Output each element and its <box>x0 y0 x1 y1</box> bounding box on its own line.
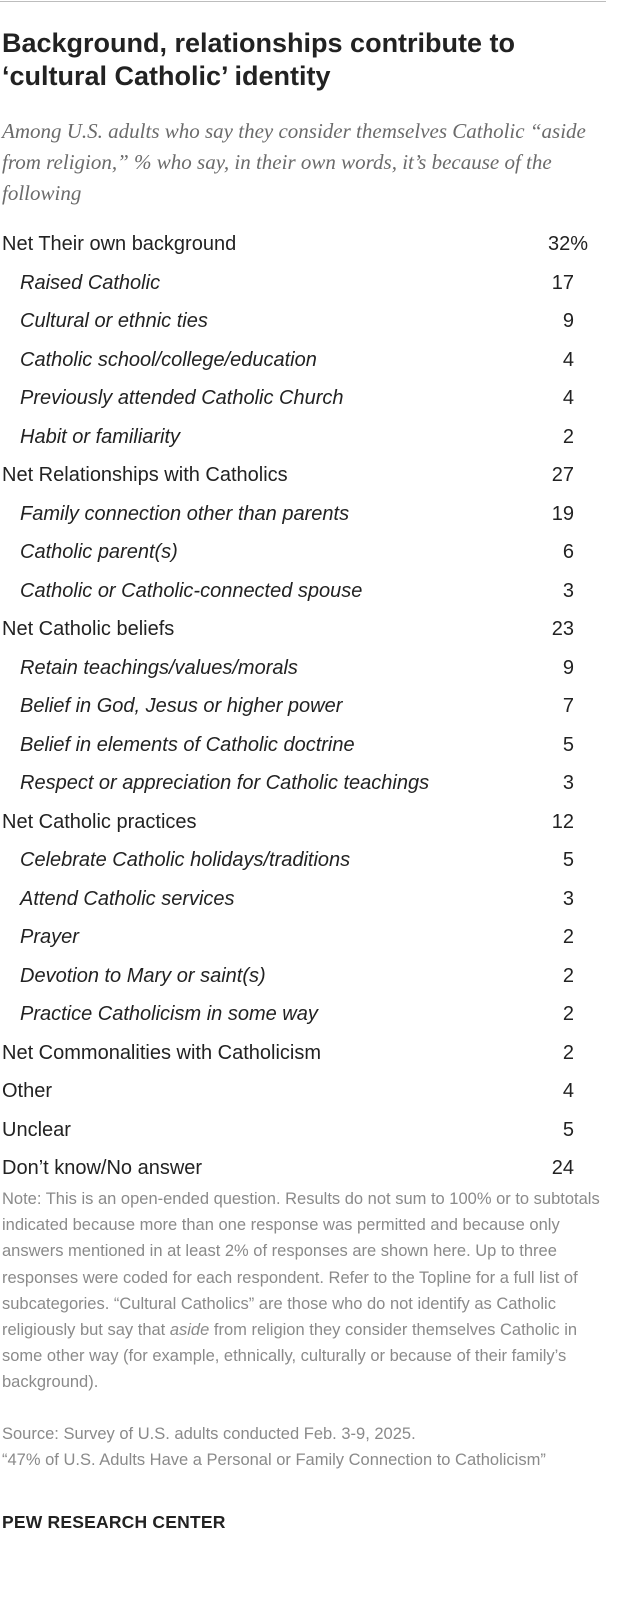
table-row: Net Catholic beliefs 23 <box>0 615 620 654</box>
row-label: Don’t know/No answer <box>2 1157 203 1179</box>
table-row: Unclear 5 <box>0 1116 620 1155</box>
table-subrow: Habit or familiarity 2 <box>0 423 620 462</box>
row-value: 4 <box>562 348 574 371</box>
row-label: Previously attended Catholic Church <box>20 387 344 409</box>
row-label: Celebrate Catholic holidays/traditions <box>20 849 351 871</box>
note-text-part2: from religion they consider themselves C… <box>2 1321 578 1392</box>
row-value: 9 <box>562 310 574 332</box>
row-value: 9 <box>562 656 574 679</box>
table-subrow: Belief in God, Jesus or higher power 7 <box>0 692 620 731</box>
table-subrow: Catholic parent(s) 6 <box>0 538 620 577</box>
row-value: 5 <box>562 849 574 871</box>
top-rule <box>0 1 606 2</box>
row-label: Retain teachings/values/morals <box>20 656 298 679</box>
row-label: Catholic school/college/education <box>20 348 317 371</box>
row-value: 6 <box>562 541 574 563</box>
row-label: Net Their own background <box>2 233 237 255</box>
row-label: Family connection other than parents <box>20 502 350 525</box>
table-subrow: Retain teachings/values/morals 9 <box>0 654 620 693</box>
row-label: Habit or familiarity <box>20 425 181 448</box>
row-value: 3 <box>562 579 574 602</box>
table-subrow: Raised Catholic 17 <box>0 269 620 308</box>
table-subrow: Devotion to Mary or saint(s) 2 <box>0 962 620 1001</box>
row-value: 3 <box>562 887 574 910</box>
row-value: 4 <box>562 1080 574 1102</box>
chart-note: Note: This is an open-ended question. Re… <box>2 1186 608 1396</box>
row-label: Devotion to Mary or saint(s) <box>20 964 266 987</box>
table-row: Net Their own background 32% <box>0 230 620 269</box>
table-subrow: Belief in elements of Catholic doctrine 5 <box>0 731 620 770</box>
row-value: 24 <box>551 1157 574 1179</box>
table-subrow: Cultural or ethnic ties 9 <box>0 307 620 346</box>
row-value: 5 <box>562 733 574 756</box>
row-label: Prayer <box>20 926 79 948</box>
table-subrow: Prayer 2 <box>0 923 620 962</box>
row-label: Belief in God, Jesus or higher power <box>20 695 343 717</box>
row-value: 7 <box>562 695 574 717</box>
row-value: 2 <box>562 1003 574 1025</box>
row-value: 2 <box>562 964 574 987</box>
row-label: Net Catholic beliefs <box>2 618 175 640</box>
pew-research-center-logo-text: PEW RESEARCH CENTER <box>2 1512 226 1532</box>
table-subrow: Family connection other than parents 19 <box>0 500 620 539</box>
table-row: Net Commonalities with Catholicism 2 <box>0 1039 620 1078</box>
row-value: 19 <box>551 502 574 525</box>
row-label: Catholic parent(s) <box>20 541 178 563</box>
table-row: Other 4 <box>0 1077 620 1116</box>
table-subrow: Practice Catholicism in some way 2 <box>0 1000 620 1039</box>
table-subrow: Attend Catholic services 3 <box>0 885 620 924</box>
table-subrow: Catholic or Catholic-connected spouse 3 <box>0 577 620 616</box>
row-value: 2 <box>562 926 574 948</box>
table-subrow: Respect or appreciation for Catholic tea… <box>0 769 620 808</box>
row-label: Attend Catholic services <box>20 887 235 910</box>
row-label: Practice Catholicism in some way <box>20 1003 318 1025</box>
row-label: Net Relationships with Catholics <box>2 464 288 486</box>
row-value: 32% <box>547 233 588 255</box>
row-value: 2 <box>562 425 574 448</box>
row-label: Raised Catholic <box>20 271 161 294</box>
table-row: Net Relationships with Catholics 27 <box>0 461 620 500</box>
row-value: 12 <box>551 810 574 833</box>
row-value: 27 <box>551 464 574 486</box>
table-subrow: Previously attended Catholic Church 4 <box>0 384 620 423</box>
note-text-part1: Note: This is an open-ended question. Re… <box>2 1190 600 1340</box>
chart-source: Source: Survey of U.S. adults conducted … <box>2 1421 608 1473</box>
chart-title: Background, relationships contribute to … <box>2 28 516 91</box>
note-emphasis: aside <box>169 1321 210 1340</box>
data-table: Net Their own background 32% Raised Cathol… <box>0 230 620 1193</box>
row-value: 3 <box>562 772 574 794</box>
table-row: Net Catholic practices 12 <box>0 808 620 847</box>
row-label: Respect or appreciation for Catholic tea… <box>20 772 430 794</box>
table-subrow: Catholic school/college/education 4 <box>0 346 620 385</box>
row-label: Other <box>2 1080 53 1102</box>
source-line-1: Source: Survey of U.S. adults conducted … <box>2 1425 416 1443</box>
source-line-2: “47% of U.S. Adults Have a Personal or F… <box>2 1451 546 1470</box>
row-label: Net Commonalities with Catholicism <box>2 1041 321 1064</box>
row-value: 17 <box>551 271 574 294</box>
row-label: Catholic or Catholic-connected spouse <box>20 579 363 602</box>
row-label: Net Catholic practices <box>2 810 197 833</box>
table-subrow: Celebrate Catholic holidays/traditions 5 <box>0 846 620 885</box>
table-row: Don’t know/No answer 24 <box>0 1154 620 1193</box>
row-value: 2 <box>562 1041 574 1064</box>
row-label: Belief in elements of Catholic doctrine <box>20 733 355 756</box>
row-value: 23 <box>551 618 574 640</box>
row-value: 5 <box>562 1118 574 1141</box>
row-label: Unclear <box>2 1118 71 1141</box>
row-label: Cultural or ethnic ties <box>20 310 208 332</box>
chart-subtitle: Among U.S. adults who say they consider … <box>2 119 586 205</box>
row-value: 4 <box>562 387 574 409</box>
